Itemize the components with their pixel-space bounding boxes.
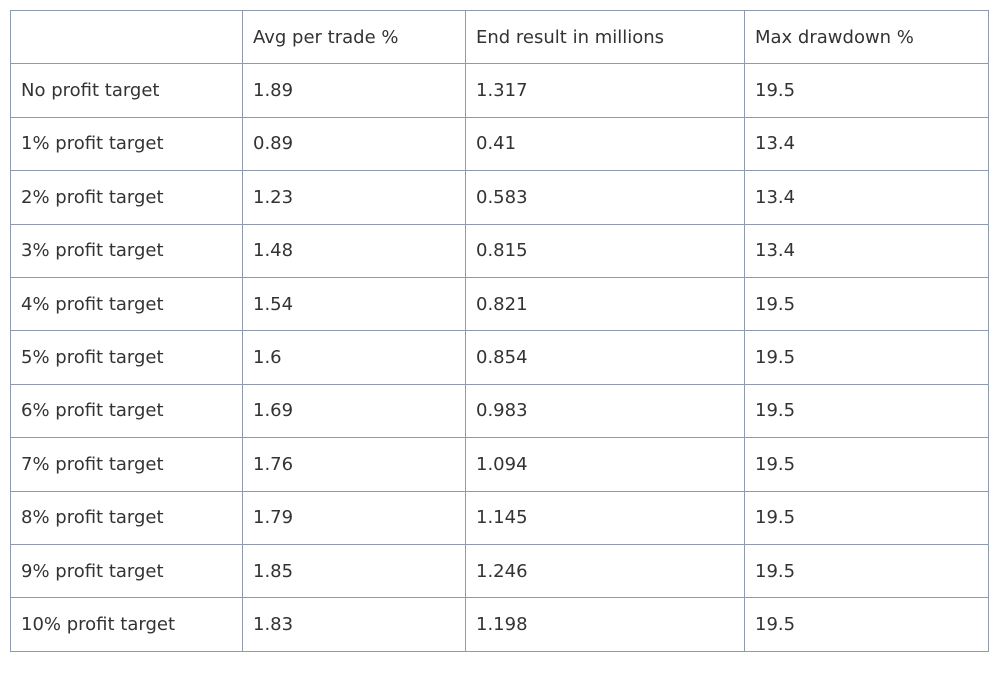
value-cell: 0.41 <box>465 116 745 172</box>
table-row: 5% profit target 1.6 0.854 19.5 <box>10 330 989 385</box>
table-body: No profit target 1.89 1.317 19.5 1% profit t… <box>10 63 989 652</box>
value-cell: 19.5 <box>744 276 989 332</box>
table-row: 1% profit target 0.89 0.41 13.4 <box>10 116 989 172</box>
value-cell: 0.854 <box>465 330 745 385</box>
table-row: 9% profit target 1.85 1.246 19.5 <box>10 543 989 599</box>
value-cell: 1.69 <box>242 383 466 439</box>
value-cell: 19.5 <box>744 330 989 385</box>
row-label: 9% profit target <box>10 543 243 599</box>
value-cell: 1.246 <box>465 543 745 599</box>
row-label: 7% profit target <box>10 437 243 492</box>
value-cell: 1.76 <box>242 437 466 492</box>
value-cell: 0.821 <box>465 276 745 332</box>
row-label: 4% profit target <box>10 276 243 332</box>
table-row: No profit target 1.89 1.317 19.5 <box>10 63 989 118</box>
value-cell: 0.815 <box>465 223 745 278</box>
value-cell: 13.4 <box>744 223 989 278</box>
value-cell: 1.54 <box>242 276 466 332</box>
value-cell: 1.79 <box>242 490 466 545</box>
value-cell: 19.5 <box>744 437 989 492</box>
header-cell: Max drawdown % <box>744 9 989 65</box>
header-row: Avg per trade % End result in millions M… <box>10 9 989 65</box>
row-label: 3% profit target <box>10 223 243 278</box>
header-cell: End result in millions <box>465 9 745 65</box>
table-row: 10% profit target 1.83 1.198 19.5 <box>10 597 989 652</box>
value-cell: 1.198 <box>465 597 745 652</box>
value-cell: 1.85 <box>242 543 466 599</box>
row-label: No profit target <box>10 63 243 118</box>
value-cell: 1.145 <box>465 490 745 545</box>
row-label: 10% profit target <box>10 597 243 652</box>
table-row: 8% profit target 1.79 1.145 19.5 <box>10 490 989 545</box>
results-table: Avg per trade % End result in millions M… <box>10 9 989 652</box>
row-label: 5% profit target <box>10 330 243 385</box>
table-row: 7% profit target 1.76 1.094 19.5 <box>10 437 989 492</box>
table-row: 3% profit target 1.48 0.815 13.4 <box>10 223 989 278</box>
value-cell: 1.83 <box>242 597 466 652</box>
value-cell: 1.317 <box>465 63 745 118</box>
value-cell: 1.89 <box>242 63 466 118</box>
value-cell: 0.983 <box>465 383 745 439</box>
row-label: 8% profit target <box>10 490 243 545</box>
table-row: 2% profit target 1.23 0.583 13.4 <box>10 170 989 225</box>
value-cell: 0.89 <box>242 116 466 172</box>
value-cell: 1.094 <box>465 437 745 492</box>
value-cell: 19.5 <box>744 63 989 118</box>
row-label: 6% profit target <box>10 383 243 439</box>
value-cell: 19.5 <box>744 543 989 599</box>
value-cell: 0.583 <box>465 170 745 225</box>
value-cell: 19.5 <box>744 383 989 439</box>
value-cell: 1.48 <box>242 223 466 278</box>
value-cell: 13.4 <box>744 116 989 172</box>
table-row: 6% profit target 1.69 0.983 19.5 <box>10 383 989 439</box>
row-label: 1% profit target <box>10 116 243 172</box>
value-cell: 19.5 <box>744 490 989 545</box>
value-cell: 1.23 <box>242 170 466 225</box>
table-row: 4% profit target 1.54 0.821 19.5 <box>10 276 989 332</box>
row-label: 2% profit target <box>10 170 243 225</box>
corner-cell <box>10 9 243 65</box>
value-cell: 1.6 <box>242 330 466 385</box>
value-cell: 19.5 <box>744 597 989 652</box>
header-cell: Avg per trade % <box>242 9 466 65</box>
value-cell: 13.4 <box>744 170 989 225</box>
